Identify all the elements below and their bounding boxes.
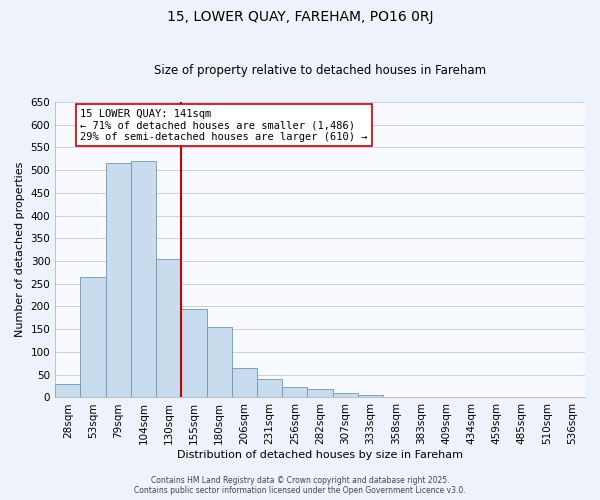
X-axis label: Distribution of detached houses by size in Fareham: Distribution of detached houses by size … [177,450,463,460]
Bar [282,388,307,398]
Bar [332,393,358,398]
Bar [55,384,80,398]
Bar [156,258,181,398]
Bar [131,161,156,398]
Bar [206,327,232,398]
Bar [358,395,383,398]
Bar [80,277,106,398]
Bar [383,396,409,398]
Y-axis label: Number of detached properties: Number of detached properties [15,162,25,338]
Text: 15 LOWER QUAY: 141sqm
← 71% of detached houses are smaller (1,486)
29% of semi-d: 15 LOWER QUAY: 141sqm ← 71% of detached … [80,108,368,142]
Bar [232,368,257,398]
Text: 15, LOWER QUAY, FAREHAM, PO16 0RJ: 15, LOWER QUAY, FAREHAM, PO16 0RJ [167,10,433,24]
Text: Contains HM Land Registry data © Crown copyright and database right 2025.
Contai: Contains HM Land Registry data © Crown c… [134,476,466,495]
Title: Size of property relative to detached houses in Fareham: Size of property relative to detached ho… [154,64,486,77]
Bar [307,390,332,398]
Bar [257,380,282,398]
Bar [106,163,131,398]
Bar [181,309,206,398]
